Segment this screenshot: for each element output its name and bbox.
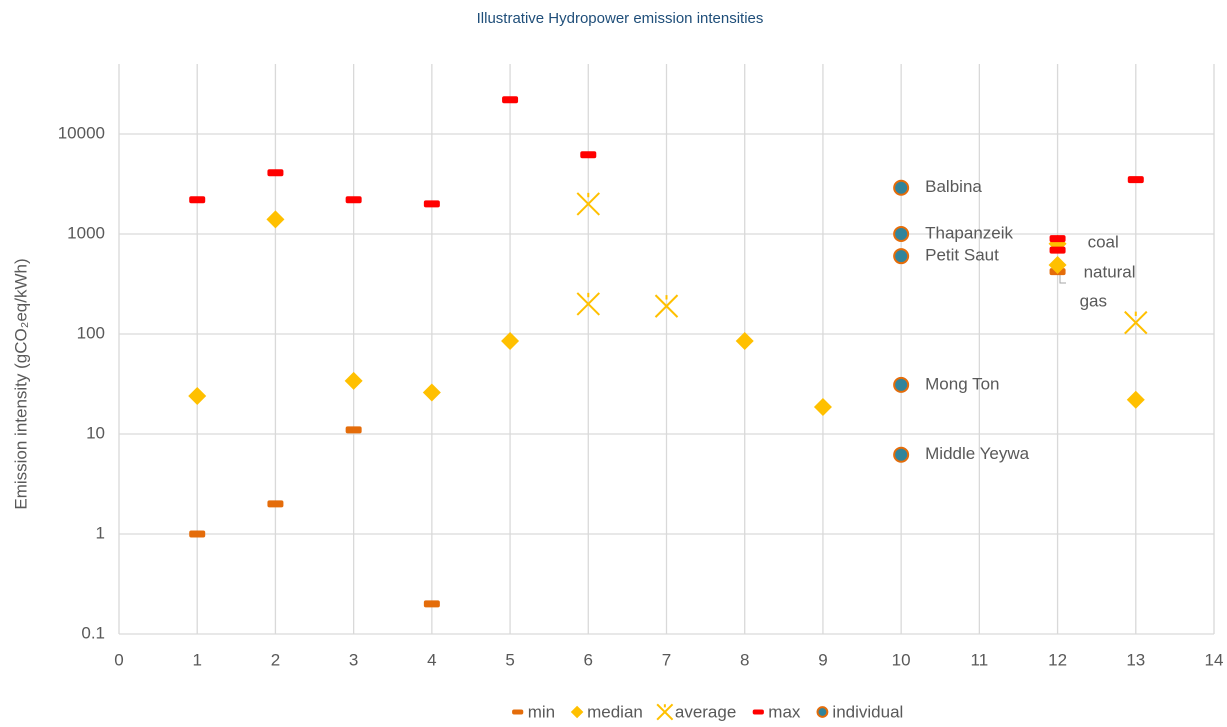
circle-marker bbox=[816, 706, 829, 718]
diamond-marker bbox=[422, 383, 441, 402]
grid bbox=[118, 64, 1215, 635]
point-label: Mong Ton bbox=[925, 374, 999, 393]
x-marker bbox=[576, 292, 600, 316]
x-tick-label: 2 bbox=[271, 650, 280, 669]
circle-marker bbox=[893, 376, 910, 393]
x-tick-label: 5 bbox=[505, 650, 514, 669]
x-tick-label: 3 bbox=[349, 650, 358, 669]
diamond-marker bbox=[735, 332, 754, 351]
circle-marker bbox=[893, 179, 910, 196]
legend-label: median bbox=[587, 702, 643, 721]
dash-marker bbox=[423, 200, 440, 208]
legend-label: individual bbox=[832, 702, 903, 721]
circle-marker bbox=[893, 248, 910, 265]
point-label: Balbina bbox=[925, 177, 982, 196]
x-marker bbox=[656, 703, 674, 721]
point-label: Thapanzeik bbox=[925, 223, 1013, 242]
diamond-marker bbox=[1126, 390, 1145, 409]
x-tick-label: 12 bbox=[1048, 650, 1067, 669]
x-tick-label: 11 bbox=[971, 650, 989, 669]
annotation: gas bbox=[1080, 291, 1107, 310]
annotation: natural bbox=[1084, 262, 1136, 281]
circle-marker bbox=[893, 446, 910, 463]
dash-marker bbox=[423, 600, 440, 608]
diamond-marker bbox=[570, 705, 584, 719]
x-tick-label: 14 bbox=[1205, 650, 1224, 669]
dash-marker bbox=[580, 151, 597, 159]
diamond-marker bbox=[344, 371, 363, 390]
y-tick-label: 1000 bbox=[67, 223, 105, 242]
y-tick-label: 10000 bbox=[58, 123, 105, 142]
dash-marker bbox=[345, 196, 362, 204]
dash-marker bbox=[1127, 176, 1144, 184]
circle-marker bbox=[893, 226, 910, 242]
x-tick-label: 10 bbox=[892, 650, 911, 669]
legend-label: max bbox=[768, 702, 801, 721]
dash-marker bbox=[189, 196, 206, 204]
x-marker bbox=[1124, 310, 1148, 335]
x-tick-label: 6 bbox=[584, 650, 593, 669]
dash-marker bbox=[1049, 246, 1066, 254]
x-tick-label: 4 bbox=[427, 650, 436, 669]
x-tick-label: 13 bbox=[1126, 650, 1145, 669]
legend: min median average max individual bbox=[512, 702, 903, 721]
dash-marker bbox=[512, 709, 524, 715]
y-tick-label: 100 bbox=[77, 323, 105, 342]
x-tick-label: 8 bbox=[740, 650, 749, 669]
y-axis-title: Emission intensity (gCO₂eq/kWh) bbox=[11, 258, 30, 509]
dash-marker bbox=[267, 500, 284, 508]
x-tick-label: 9 bbox=[818, 650, 827, 669]
x-marker bbox=[654, 294, 679, 318]
y-tick-label: 0.1 bbox=[81, 623, 105, 642]
chart-title: Illustrative Hydropower emission intensi… bbox=[477, 10, 764, 27]
dash-marker bbox=[502, 96, 519, 104]
y-tick-label: 1 bbox=[96, 523, 105, 542]
dash-marker bbox=[189, 530, 206, 538]
legend-label: min bbox=[528, 702, 555, 721]
dash-marker bbox=[267, 169, 284, 177]
diamond-marker bbox=[501, 332, 520, 351]
dash-marker bbox=[1049, 235, 1066, 243]
diamond-marker bbox=[1048, 255, 1067, 274]
x-tick-label: 0 bbox=[114, 650, 123, 669]
point-label: Petit Saut bbox=[925, 246, 999, 265]
point-label: Middle Yeywa bbox=[925, 444, 1030, 463]
x-tick-label: 7 bbox=[662, 650, 671, 669]
annotation: coal bbox=[1088, 232, 1119, 251]
diamond-marker bbox=[266, 210, 285, 229]
y-tick-label: 10 bbox=[86, 423, 105, 442]
dash-marker bbox=[345, 426, 362, 434]
x-tick-label: 1 bbox=[192, 650, 201, 669]
dash-marker bbox=[752, 709, 764, 715]
legend-label: average bbox=[675, 702, 736, 721]
x-marker bbox=[576, 192, 600, 216]
diamond-marker bbox=[188, 386, 207, 405]
diamond-marker bbox=[813, 398, 832, 417]
